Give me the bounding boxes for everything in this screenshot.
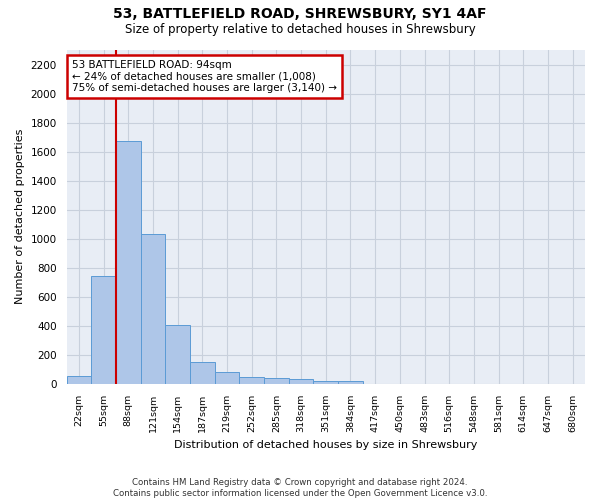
Text: Contains HM Land Registry data © Crown copyright and database right 2024.
Contai: Contains HM Land Registry data © Crown c…	[113, 478, 487, 498]
Bar	[91, 276, 116, 384]
Text: 53, BATTLEFIELD ROAD, SHREWSBURY, SY1 4AF: 53, BATTLEFIELD ROAD, SHREWSBURY, SY1 4A…	[113, 8, 487, 22]
Bar	[239, 377, 264, 384]
Bar	[140, 234, 165, 384]
Text: Size of property relative to detached houses in Shrewsbury: Size of property relative to detached ho…	[125, 22, 475, 36]
X-axis label: Distribution of detached houses by size in Shrewsbury: Distribution of detached houses by size …	[174, 440, 478, 450]
Y-axis label: Number of detached properties: Number of detached properties	[15, 129, 25, 304]
Text: 53 BATTLEFIELD ROAD: 94sqm
← 24% of detached houses are smaller (1,008)
75% of s: 53 BATTLEFIELD ROAD: 94sqm ← 24% of deta…	[72, 60, 337, 93]
Bar	[190, 362, 215, 384]
Bar	[313, 380, 338, 384]
Bar	[116, 142, 140, 384]
Bar	[264, 378, 289, 384]
Bar	[165, 325, 190, 384]
Bar	[289, 379, 313, 384]
Bar	[338, 380, 363, 384]
Bar	[215, 372, 239, 384]
Bar	[67, 376, 91, 384]
